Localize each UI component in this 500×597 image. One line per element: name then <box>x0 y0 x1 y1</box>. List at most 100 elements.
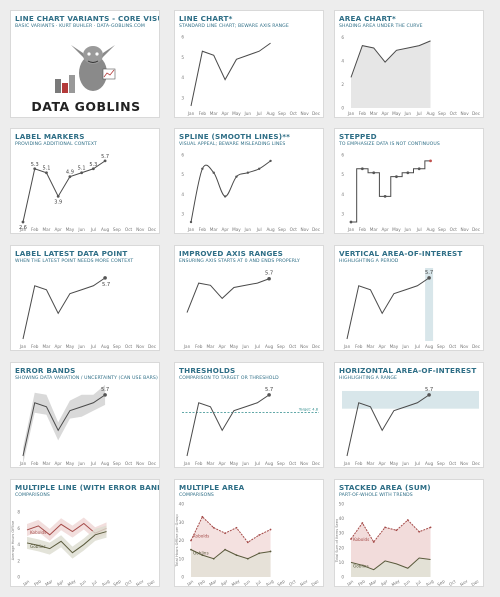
x-tick-label: Mar <box>43 344 51 349</box>
chart-svg: Jan Feb Mar Apr May Jun Jul Aug Sep Oct Nov Dec 2.6 5… <box>19 154 157 232</box>
y-tick-label: 6 <box>341 35 344 40</box>
x-tick-label: Feb <box>197 578 206 587</box>
x-tick-label: Apr <box>379 461 387 466</box>
data-point <box>372 171 376 175</box>
series-label: Kobolds <box>30 530 46 535</box>
x-tick-label: Sep <box>277 461 285 466</box>
error-band <box>27 525 107 559</box>
x-tick-label: Mar <box>210 227 218 232</box>
x-tick-label: Oct <box>290 227 298 232</box>
x-tick-label: Oct <box>450 111 458 116</box>
y-tick-label: 50 <box>339 502 345 507</box>
x-tick-label: Jul <box>254 461 260 466</box>
latest-point <box>103 276 107 280</box>
x-tick-label: May <box>232 111 241 116</box>
x-tick-label: Apr <box>55 227 63 232</box>
card-multiple-area: MULTIPLE AREA COMPARISONS Jan Feb Mar Apr Ma… <box>174 479 324 587</box>
data-point <box>201 515 204 518</box>
goblin-ear <box>71 45 84 58</box>
y-tick-label: 0 <box>341 575 344 580</box>
card-stacked-area: STACKED AREA (SUM) PART-OF-WHOLE WITH TR… <box>334 479 484 587</box>
x-tick-label: Oct <box>450 227 458 232</box>
error-band <box>23 384 106 465</box>
data-label: 5.7 <box>101 154 109 160</box>
x-tick-label: Aug <box>101 227 110 232</box>
data-point <box>257 167 261 170</box>
data-point <box>235 554 238 556</box>
x-tick-label: May <box>391 578 401 587</box>
data-point <box>361 522 364 524</box>
x-tick-label: Apr <box>379 344 387 349</box>
chart-title: LABEL MARKERS <box>15 132 85 141</box>
x-tick-label: Sep <box>113 344 121 349</box>
chart-svg: Jan Feb Mar Apr May Jun Jul Aug Sep Oct Nov Dec 5.7 <box>342 387 481 466</box>
card-line-chart: LINE CHART* STANDARD LINE CHART; BEWARE … <box>174 10 324 118</box>
data-point <box>246 557 249 560</box>
x-tick-label: Nov <box>135 578 145 587</box>
data-label: 5.1 <box>42 166 50 172</box>
x-tick-label: Mar <box>207 461 215 466</box>
data-point <box>212 526 215 529</box>
series-line <box>350 519 431 543</box>
x-tick-label: Oct <box>289 344 297 349</box>
x-tick-label: Nov <box>300 344 309 349</box>
chart-svg: Jan Feb Mar Apr May Jun Jul Aug Sep Oct Nov Dec 5.7 <box>19 276 157 349</box>
goblin-chart-line <box>103 69 115 78</box>
series-line <box>346 394 430 457</box>
card-multiple-line: MULTIPLE LINE (WITH ERROR BANDS) COMPARI… <box>10 479 160 587</box>
chart-subtitle: STANDARD LINE CHART; BEWARE AXIS RANGE <box>179 24 289 29</box>
y-axis-label: Average Hours Offline <box>11 520 15 560</box>
x-tick-label: Feb <box>199 111 207 116</box>
data-point <box>383 194 387 198</box>
chart-svg: Jan Feb Mar Apr May Jun Jul Aug Sep Oct Nov Dec 5.7 <box>183 271 321 349</box>
chart-svg: Jan Feb Mar Apr May Jun Jul Aug Sep Oct Nov Dec 6 5 4 3 <box>181 35 320 116</box>
x-tick-label: Oct <box>125 461 133 466</box>
x-tick-label: May <box>66 344 75 349</box>
x-tick-label: Dec <box>146 578 156 587</box>
x-tick-label: Jun <box>241 461 249 466</box>
data-label: 5.3 <box>89 162 97 168</box>
data-point <box>246 171 250 174</box>
chart-title: MULTIPLE AREA <box>179 483 245 492</box>
x-tick-label: Jun <box>77 461 85 466</box>
x-tick-label: Jun <box>242 579 251 587</box>
x-tick-label: Oct <box>124 578 133 586</box>
y-axis-label: Total Hours Offline per Group <box>175 514 179 568</box>
x-tick-label: Apr <box>55 344 63 349</box>
y-tick-label: 4 <box>341 192 344 197</box>
x-tick-label: Jan <box>347 227 355 232</box>
x-tick-label: Dec <box>472 344 481 349</box>
x-tick-label: Nov <box>460 461 469 466</box>
y-tick-label: 4 <box>17 542 20 547</box>
latest-point <box>427 276 431 280</box>
header-card: LINE CHART VARIANTS - CORE VISUALS BASIC… <box>10 10 160 118</box>
x-tick-label: Jan <box>345 579 354 587</box>
x-tick-label: Mar <box>43 227 51 232</box>
chart-svg: Jan Feb Mar Apr May Jun Jul Aug Sep Oct Nov Dec Targ… <box>182 387 321 466</box>
x-tick-label: Sep <box>277 344 285 349</box>
x-tick-label: Mar <box>367 344 375 349</box>
data-point <box>103 159 107 163</box>
x-tick-label: May <box>392 111 401 116</box>
x-tick-label: Nov <box>301 111 310 116</box>
card-spline: SPLINE (SMOOTH LINES)** VISUAL APPEAL; B… <box>174 128 324 234</box>
series-step <box>351 160 431 223</box>
series-label: Kobolds <box>193 534 209 539</box>
x-tick-label: May <box>392 227 401 232</box>
data-point <box>212 557 215 560</box>
x-tick-label: Mar <box>207 344 215 349</box>
series-label: Goblins <box>353 563 369 568</box>
series-line <box>26 531 107 554</box>
x-tick-label: Nov <box>461 227 470 232</box>
x-tick-label: Sep <box>278 111 286 116</box>
x-tick-label: Apr <box>221 227 229 232</box>
x-tick-label: Jun <box>244 227 252 232</box>
chart-subtitle: WHEN THE LATEST POINT NEEDS MORE CONTEXT <box>15 259 134 264</box>
highlight-range <box>342 390 479 409</box>
x-tick-label: Jan <box>347 111 355 116</box>
x-tick-label: Aug <box>265 461 274 466</box>
x-tick-label: Sep <box>438 111 446 116</box>
data-point <box>21 220 25 224</box>
data-point <box>269 528 272 531</box>
x-tick-label: Jun <box>77 344 85 349</box>
